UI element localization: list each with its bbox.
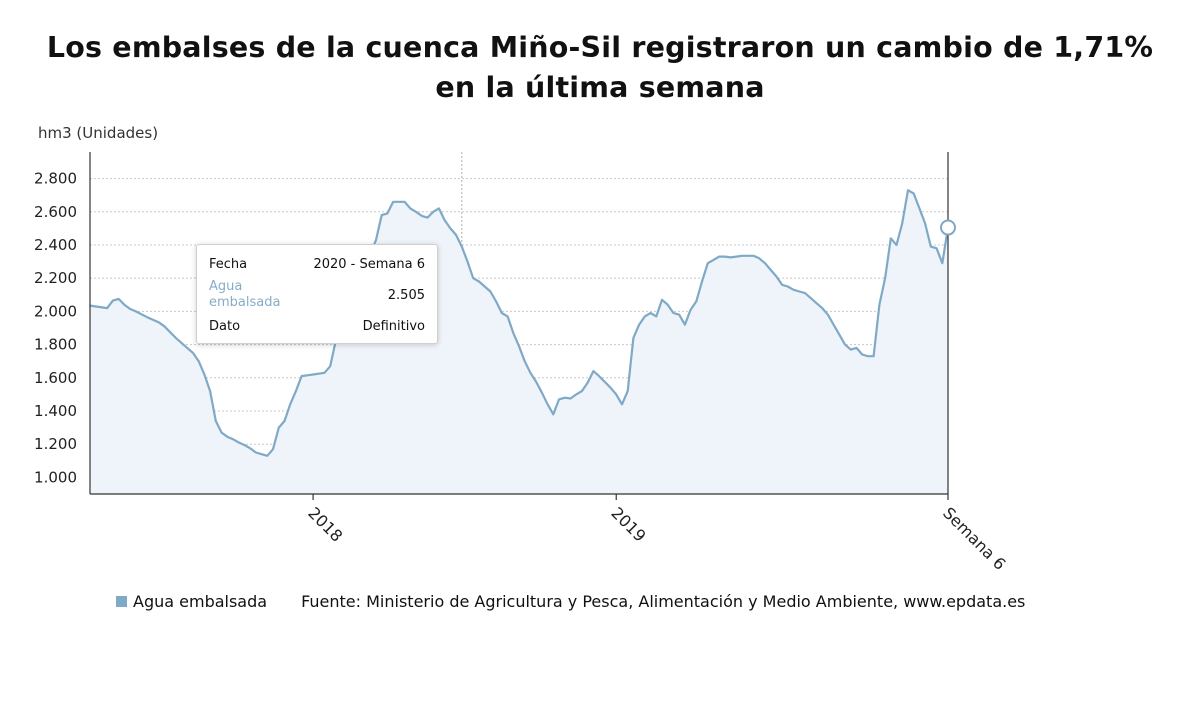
tooltip-agua-value: 2.505 [387, 287, 425, 303]
y-tick-label: 1.600 [34, 369, 77, 387]
chart-legend: Agua embalsada Fuente: Ministerio de Agr… [116, 592, 1025, 611]
series-area [90, 190, 948, 494]
tooltip-row-dato: Dato Definitivo [209, 319, 425, 334]
y-tick-label: 2.400 [34, 236, 77, 254]
tooltip-fecha-label: Fecha [209, 257, 248, 272]
chart-title-line-1: Los embalses de la cuenca Miño-Sil regis… [46, 31, 1154, 64]
y-tick-label: 1.200 [34, 435, 77, 453]
x-tick-label: Semana 6 [939, 503, 1009, 573]
legend-swatch [116, 596, 127, 607]
chart-title-line-2: en la última semana [435, 71, 765, 104]
y-tick-label: 1.400 [34, 402, 77, 420]
y-tick-label: 1.800 [34, 336, 77, 354]
x-tick-label: 2019 [607, 503, 649, 545]
legend-series-label[interactable]: Agua embalsada [133, 592, 268, 611]
tooltip-fecha-value: 2020 - Semana 6 [313, 257, 425, 272]
tooltip-row-agua: Agua embalsada 2.505 [209, 279, 425, 311]
series-line-agua-embalsada [89, 189, 950, 457]
tooltip-dato-value: Definitivo [362, 319, 425, 334]
chart-title: Los embalses de la cuenca Miño-Sil regis… [0, 28, 1200, 108]
y-tick-label: 1.000 [34, 468, 77, 486]
y-tick-label: 2.200 [34, 269, 77, 287]
tooltip-row-fecha: Fecha 2020 - Semana 6 [209, 257, 425, 272]
hover-marker [940, 219, 956, 236]
y-tick-label: 2.600 [34, 203, 77, 221]
source-note: Fuente: Ministerio de Agricultura y Pesc… [301, 592, 1026, 611]
y-tick-label: 2.800 [34, 170, 77, 188]
y-axis-unit-label: hm3 (Unidades) [38, 124, 159, 142]
tooltip-agua-label: Agua embalsada [209, 279, 281, 310]
y-tick-label: 2.000 [34, 302, 77, 320]
data-tooltip: Fecha 2020 - Semana 6 Agua embalsada 2.5… [196, 244, 438, 344]
tooltip-dato-label: Dato [209, 319, 241, 334]
x-tick-label: 2018 [304, 503, 346, 545]
